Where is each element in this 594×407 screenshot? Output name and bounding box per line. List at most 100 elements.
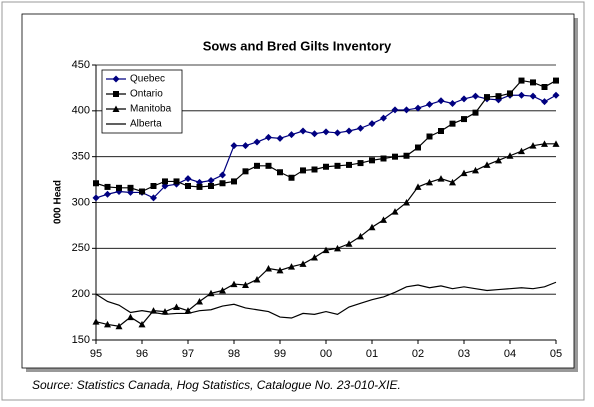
- marker: [113, 91, 119, 97]
- x-tick-label: 05: [550, 348, 562, 360]
- x-tick-label: 02: [412, 348, 424, 360]
- marker: [414, 104, 422, 112]
- marker: [495, 156, 502, 164]
- marker: [437, 175, 445, 182]
- marker: [415, 144, 421, 151]
- marker: [541, 140, 548, 147]
- marker: [208, 183, 214, 189]
- marker: [518, 77, 525, 84]
- marker: [173, 178, 180, 185]
- marker: [116, 184, 122, 191]
- chart-title: Sows and Bred Gilts Inventory: [203, 38, 392, 53]
- y-tick-label: 450: [72, 59, 90, 71]
- marker: [460, 169, 468, 177]
- y-axis-label: 000 Head: [53, 180, 64, 224]
- marker: [322, 128, 330, 136]
- marker: [426, 133, 433, 140]
- marker: [345, 240, 353, 247]
- marker: [127, 184, 134, 191]
- marker: [346, 161, 352, 168]
- marker: [288, 263, 295, 270]
- marker: [299, 127, 307, 135]
- marker: [311, 254, 318, 261]
- marker: [162, 178, 168, 185]
- marker: [461, 116, 467, 123]
- marker: [311, 166, 318, 173]
- marker: [380, 114, 387, 122]
- x-tick-label: 04: [504, 348, 516, 360]
- marker: [334, 162, 341, 169]
- marker: [541, 98, 548, 106]
- marker: [150, 183, 157, 189]
- marker: [484, 94, 490, 101]
- marker: [414, 183, 422, 190]
- marker: [104, 183, 111, 190]
- marker: [242, 281, 249, 288]
- marker: [277, 169, 283, 176]
- legend-label: Quebec: [130, 74, 165, 85]
- marker: [529, 92, 537, 100]
- marker: [265, 133, 272, 141]
- marker: [242, 168, 249, 175]
- y-tick-label: 250: [72, 242, 90, 254]
- source-note: Source: Statistics Canada, Hog Statistic…: [32, 378, 401, 392]
- marker: [184, 175, 192, 183]
- marker: [311, 130, 318, 138]
- legend-label: Manitoba: [130, 104, 172, 115]
- marker: [300, 167, 306, 174]
- marker: [391, 106, 399, 114]
- marker: [92, 318, 100, 325]
- marker: [541, 84, 548, 90]
- marker: [161, 308, 169, 315]
- x-tick-label: 99: [274, 348, 286, 360]
- marker: [530, 79, 536, 86]
- marker: [92, 194, 100, 202]
- marker: [403, 152, 410, 159]
- marker: [196, 298, 203, 305]
- y-tick-label: 350: [72, 151, 90, 163]
- series-line: [95, 281, 557, 319]
- marker: [185, 183, 191, 189]
- marker: [288, 174, 295, 181]
- y-tick-label: 400: [72, 105, 90, 117]
- marker: [253, 138, 261, 146]
- marker: [139, 188, 145, 195]
- marker: [357, 160, 364, 167]
- marker: [392, 153, 398, 160]
- marker: [403, 199, 410, 206]
- marker: [529, 142, 537, 149]
- legend-label: Alberta: [130, 119, 162, 130]
- marker: [230, 142, 238, 150]
- marker: [254, 162, 260, 169]
- x-tick-label: 97: [182, 348, 194, 360]
- x-tick-label: 01: [366, 348, 378, 360]
- marker: [276, 134, 284, 142]
- marker: [288, 131, 295, 139]
- marker: [115, 322, 123, 330]
- marker: [483, 161, 491, 168]
- marker: [460, 95, 468, 103]
- x-tick-label: 03: [458, 348, 470, 360]
- marker: [104, 190, 111, 198]
- marker: [507, 90, 513, 97]
- marker: [219, 171, 226, 179]
- marker: [345, 127, 353, 135]
- marker: [196, 183, 203, 190]
- marker: [553, 77, 559, 84]
- marker: [495, 93, 502, 100]
- marker: [104, 320, 111, 328]
- x-tick-label: 98: [228, 348, 240, 360]
- marker: [334, 244, 341, 252]
- marker: [112, 105, 120, 112]
- series: [92, 140, 560, 330]
- marker: [552, 91, 560, 99]
- marker: [219, 180, 226, 187]
- marker: [472, 92, 479, 100]
- marker: [265, 162, 272, 169]
- marker: [403, 106, 410, 114]
- x-tick-label: 96: [136, 348, 148, 360]
- y-tick-label: 150: [72, 334, 90, 346]
- marker: [426, 100, 433, 108]
- marker: [207, 289, 215, 297]
